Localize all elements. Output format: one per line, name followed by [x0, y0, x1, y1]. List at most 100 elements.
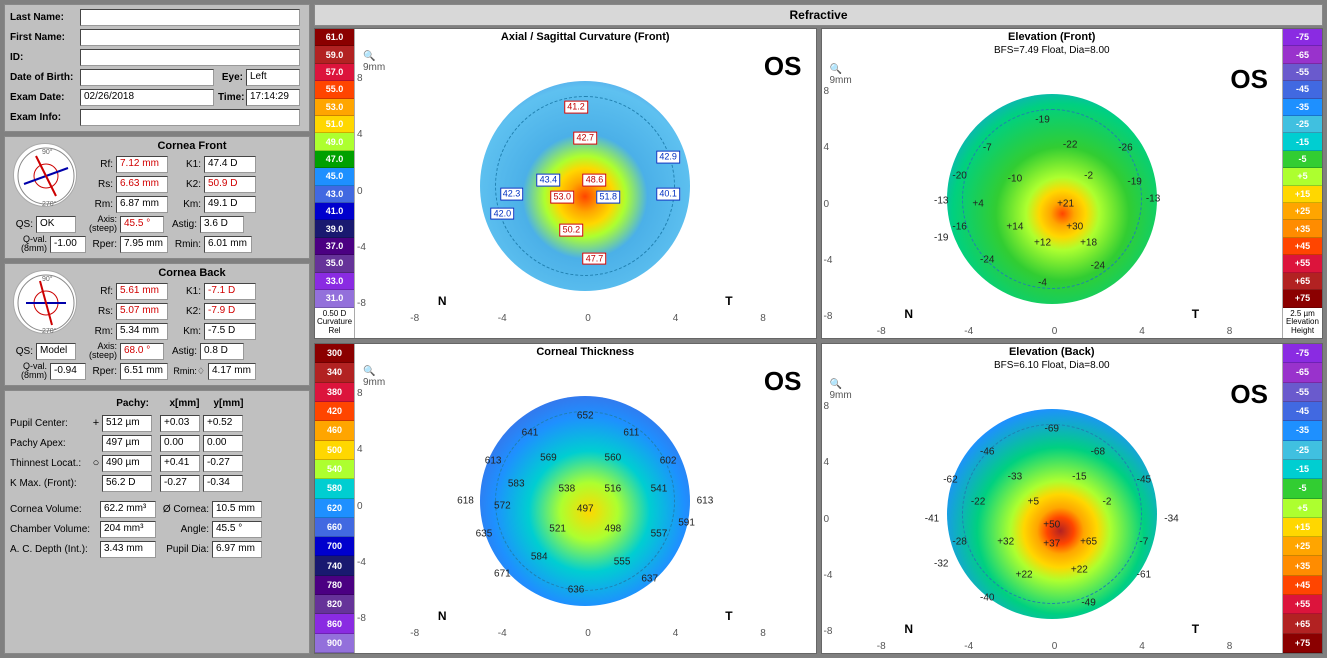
map-value: -19	[1127, 176, 1141, 187]
scale-step: +5	[1283, 168, 1322, 185]
scale-step: 380	[315, 383, 354, 402]
scale-step: -55	[1283, 383, 1322, 402]
map-value: -40	[980, 592, 994, 603]
last-name-label: Last Name:	[10, 12, 80, 23]
map-value: 618	[457, 495, 474, 506]
map-value: -24	[980, 255, 994, 266]
scale-step: 700	[315, 537, 354, 556]
map-value: 555	[614, 557, 631, 568]
map-value: -34	[1164, 514, 1178, 525]
map-value: -20	[952, 171, 966, 182]
scale-step: 35.0	[315, 255, 354, 272]
map-value: -22	[1063, 140, 1077, 151]
qs-back: Model	[36, 343, 76, 360]
scale-step: 620	[315, 499, 354, 518]
map-value: -46	[980, 446, 994, 457]
map-value: 557	[651, 529, 668, 540]
zoom-icon[interactable]: 🔍9mm	[830, 64, 852, 86]
map-value: -62	[943, 474, 957, 485]
time-field[interactable]: 17:14:29	[246, 89, 300, 106]
curvature-value: 41.2	[564, 100, 588, 113]
id-field[interactable]	[80, 49, 300, 66]
scale-step: +75	[1283, 634, 1322, 653]
svg-text:270°: 270°	[42, 327, 57, 335]
zoom-icon[interactable]: 🔍9mm	[363, 366, 385, 388]
map-value: -61	[1137, 570, 1151, 581]
rs-back: 5.07 mm	[116, 303, 168, 320]
scale-step: +45	[1283, 238, 1322, 255]
eye-os-label: OS	[1230, 379, 1268, 410]
curvature-value: 50.2	[560, 224, 584, 237]
scale-step: -35	[1283, 99, 1322, 116]
eye-os-label: OS	[764, 366, 802, 397]
scale-step: 43.0	[315, 186, 354, 203]
curvature-value: 51.8	[597, 190, 621, 203]
eye-field[interactable]: Left	[246, 69, 300, 86]
scale-step: +35	[1283, 220, 1322, 237]
scale-step: 55.0	[315, 81, 354, 98]
first-name-field[interactable]	[80, 29, 300, 46]
zoom-icon[interactable]: 🔍9mm	[363, 51, 385, 73]
map-value: +4	[972, 199, 983, 210]
map-value: -33	[1008, 471, 1022, 482]
map-value: -2	[1084, 171, 1093, 182]
exam-info-field[interactable]	[80, 109, 300, 126]
cornea-back-block: 90°270° Cornea Back Rf:5.61 mmK1:-7.1 D …	[4, 263, 310, 386]
scale-step: 37.0	[315, 238, 354, 255]
map-value: +50	[1043, 519, 1060, 530]
scale-step: +5	[1283, 499, 1322, 518]
scale-step: 45.0	[315, 168, 354, 185]
scale-step: 540	[315, 460, 354, 479]
scale-step: 900	[315, 634, 354, 653]
scale-step: +75	[1283, 290, 1322, 307]
dob-field[interactable]	[80, 69, 214, 86]
map-value: 560	[605, 453, 622, 464]
map-value: 602	[660, 456, 677, 467]
map-axial[interactable]: 61.059.057.055.053.051.049.047.045.043.0…	[314, 28, 817, 339]
scale-step: 39.0	[315, 220, 354, 237]
map-value: -49	[1081, 598, 1095, 609]
map-title: Corneal Thickness	[355, 344, 816, 360]
maps-grid: 61.059.057.055.053.051.049.047.045.043.0…	[314, 28, 1323, 654]
curvature-value: 53.0	[550, 190, 574, 203]
map-elevation-front[interactable]: Elevation (Front)BFS=7.49 Float, Dia=8.0…	[821, 28, 1324, 339]
scale-step: -5	[1283, 151, 1322, 168]
scale-step: -65	[1283, 46, 1322, 63]
map-value: -26	[1118, 142, 1132, 153]
rf-front: 7.12 mm	[116, 156, 168, 173]
scale-step: -35	[1283, 421, 1322, 440]
scale-step: 460	[315, 421, 354, 440]
scale-step: -75	[1283, 29, 1322, 46]
scale-step: -15	[1283, 133, 1322, 150]
patient-info-block: Last Name: First Name: ID: Date of Birth…	[4, 4, 310, 132]
scale-step: +25	[1283, 203, 1322, 220]
map-value: 584	[531, 551, 548, 562]
eye-label: Eye:	[218, 72, 246, 83]
map-title: Elevation (Back)	[822, 344, 1283, 360]
map-value: 583	[508, 478, 525, 489]
rm-front: 6.87 mm	[116, 196, 168, 213]
svg-text:90°: 90°	[42, 275, 53, 283]
last-name-field[interactable]	[80, 9, 300, 26]
map-value: 613	[697, 495, 714, 506]
id-label: ID:	[10, 52, 80, 63]
curvature-value: 42.0	[491, 207, 515, 220]
zoom-icon[interactable]: 🔍9mm	[830, 379, 852, 401]
map-value: 635	[476, 529, 493, 540]
scale-step: +65	[1283, 614, 1322, 633]
map-value: -7	[983, 142, 992, 153]
map-elevation-back[interactable]: Elevation (Back)BFS=6.10 Float, Dia=8.00…	[821, 343, 1324, 654]
chamber-angle: 45.5 °	[212, 521, 262, 538]
map-value: -32	[934, 559, 948, 570]
map-value: -22	[971, 497, 985, 508]
curvature-value: 40.1	[656, 188, 680, 201]
exam-date-field[interactable]: 02/26/2018	[80, 89, 214, 106]
astig-front: 3.6 D	[200, 216, 244, 233]
scale-step: 660	[315, 518, 354, 537]
map-value: -45	[1137, 474, 1151, 485]
k1-back: -7.1 D	[204, 283, 256, 300]
map-corneal-thickness[interactable]: 3003403804204605005405806206607007407808…	[314, 343, 817, 654]
map-value: 637	[641, 574, 658, 585]
map-value: 611	[623, 428, 639, 439]
scale-step: +55	[1283, 255, 1322, 272]
